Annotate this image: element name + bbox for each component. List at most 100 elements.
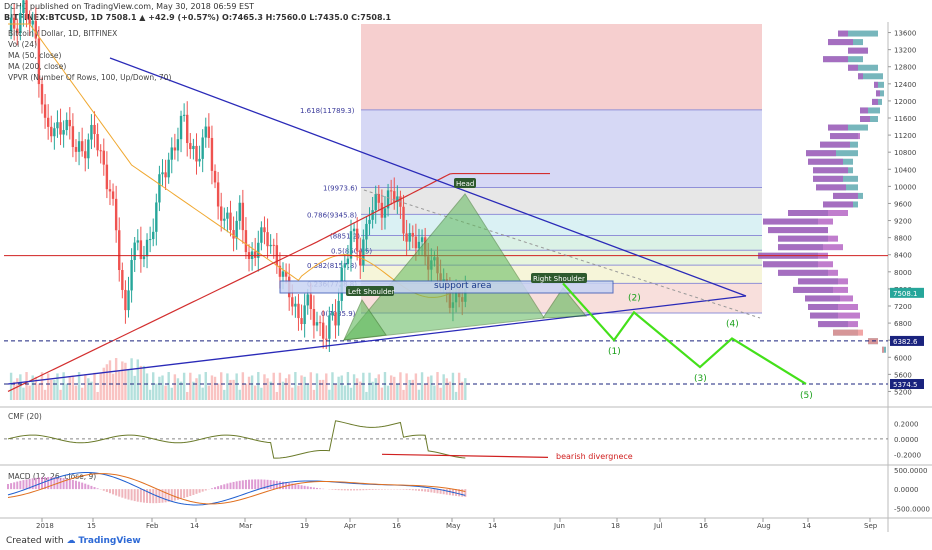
candle-body: [84, 151, 87, 159]
candle-body: [170, 147, 173, 160]
candle-body: [158, 174, 161, 203]
macd-histogram-bar: [161, 489, 164, 503]
x-tick-label: Apr: [344, 522, 356, 530]
head-shoulders-fill: [342, 193, 545, 341]
y-tick-label: 9200: [894, 218, 912, 226]
candle-body: [244, 230, 248, 253]
volume-bar: [423, 383, 427, 400]
volume-bar: [371, 381, 374, 400]
macd-histogram-bar: [130, 489, 133, 501]
wave-label: (2): [628, 293, 641, 303]
candle-body: [229, 212, 232, 231]
y-tick-label: 10400: [894, 166, 916, 174]
right-shoulder-label: Right Shoulder: [533, 275, 585, 283]
volume-bar: [213, 376, 217, 400]
y-tick-label: 8000: [894, 269, 912, 277]
divergence-line: [381, 453, 549, 458]
vpvr-down-bar: [858, 73, 863, 80]
candle-body: [269, 244, 272, 247]
candle-body: [371, 210, 374, 220]
candle-body: [315, 322, 319, 326]
candle-body: [272, 244, 275, 246]
vpvr-down-bar: [874, 81, 878, 88]
candle-body: [309, 294, 313, 310]
macd-histogram-bar: [44, 477, 47, 490]
macd-histogram-bar: [433, 489, 436, 493]
macd-histogram-bar: [455, 489, 458, 496]
macd-histogram-bar: [37, 477, 40, 490]
macd-histogram-bar: [65, 478, 68, 490]
volume-bar: [87, 378, 90, 400]
macd-histogram-bar: [269, 480, 272, 490]
candle-body: [393, 191, 396, 203]
candle-body: [362, 239, 365, 266]
candle-body: [349, 231, 353, 259]
candle-body: [321, 322, 325, 339]
candle-body: [241, 202, 245, 231]
macd-histogram-bar: [362, 489, 365, 491]
macd-histogram-bar: [112, 489, 115, 495]
volume-bar: [118, 371, 121, 400]
macd-histogram-bar: [108, 489, 111, 494]
volume-bar: [189, 372, 192, 400]
candle-body: [133, 242, 136, 260]
macd-histogram-bar: [331, 489, 334, 490]
macd-histogram-bar: [133, 489, 136, 502]
candle-body: [62, 130, 65, 135]
volume-bar: [232, 379, 235, 400]
volume-bar: [402, 389, 405, 400]
macd-histogram-bar: [414, 489, 417, 491]
candle-body: [108, 189, 112, 192]
volume-bar: [77, 372, 81, 400]
volume-bar: [343, 385, 347, 400]
candle-body: [59, 122, 62, 135]
volume-bar: [417, 389, 421, 400]
y-tick-label: 13600: [894, 30, 916, 38]
tradingview-brand: TradingView: [78, 536, 141, 546]
x-tick-label: 14: [190, 522, 199, 530]
volume-bar: [349, 387, 353, 400]
macd-histogram-bar: [405, 489, 408, 490]
candle-body: [210, 137, 214, 171]
x-tick-label: Jul: [653, 522, 663, 530]
volume-bar: [71, 375, 75, 400]
volume-bar: [244, 383, 248, 400]
candle-body: [374, 193, 377, 211]
macd-histogram-bar: [254, 479, 257, 490]
volume-bar: [315, 373, 319, 400]
macd-histogram-bar: [198, 489, 201, 493]
macd-histogram-bar: [180, 489, 183, 499]
volume-bar: [121, 361, 124, 400]
macd-histogram-bar: [124, 489, 127, 499]
candle-body: [368, 219, 371, 224]
volume-bar: [139, 365, 143, 400]
candle-body: [238, 202, 241, 221]
macd-histogram-bar: [238, 480, 241, 490]
candle-body: [297, 303, 300, 319]
candle-body: [118, 230, 121, 271]
vpvr-down-bar: [763, 218, 833, 225]
macd-histogram-bar: [121, 489, 124, 498]
volume-bar: [124, 362, 127, 400]
candle-body: [266, 232, 269, 247]
vpvr-down-bar: [848, 64, 858, 71]
wave-label: (3): [694, 374, 707, 384]
y-tick-label: 6000: [894, 354, 912, 362]
candle-body: [291, 297, 294, 307]
volume-bar: [176, 378, 180, 400]
volume-bar: [186, 391, 189, 400]
candle-body: [167, 159, 170, 178]
volume-bar: [287, 374, 291, 400]
candle-body: [334, 312, 337, 326]
volume-bar: [359, 381, 362, 400]
candle-body: [352, 228, 356, 232]
volume-bar: [399, 372, 402, 400]
macd-histogram-bar: [25, 479, 28, 490]
price-label-bg: [890, 335, 924, 346]
vpvr-down-bar: [876, 90, 880, 97]
candle-body: [53, 128, 56, 137]
x-tick-label: May: [446, 522, 460, 530]
macd-histogram-bar: [34, 477, 37, 490]
candle-body: [386, 190, 390, 209]
